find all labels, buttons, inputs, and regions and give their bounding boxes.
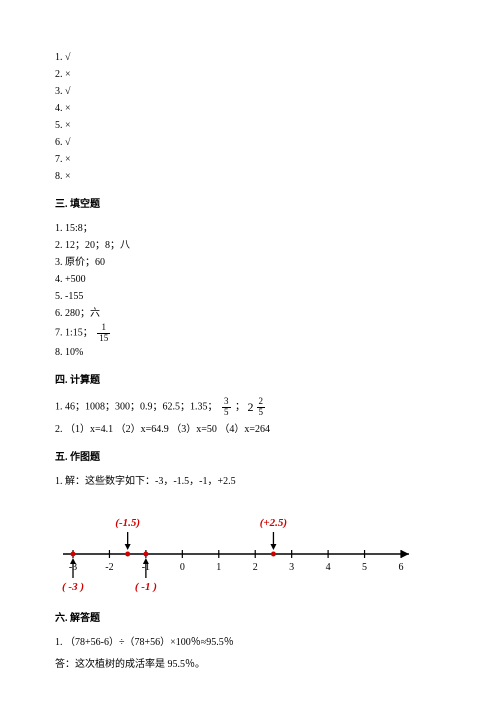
judge-item: 5. × bbox=[55, 118, 445, 134]
judge-item: 8. × bbox=[55, 169, 445, 185]
section-3-title: 三. 填空题 bbox=[55, 197, 445, 213]
ans-item: 1. （78+56-6）÷（78+56）×100％≈95.5％ bbox=[55, 635, 445, 651]
fill-item: 4. +500 bbox=[55, 272, 445, 288]
svg-text:6: 6 bbox=[399, 562, 404, 573]
section-5-title: 五. 作图题 bbox=[55, 450, 445, 466]
ans-item: 答：这次植树的成活率是 95.5％。 bbox=[55, 657, 445, 673]
section-4-title: 四. 计算题 bbox=[55, 373, 445, 389]
judge-item: 4. × bbox=[55, 101, 445, 117]
number-line-svg: -3-2-10123456(-1.5)(+2.5)( -3 )( -1 ) bbox=[55, 504, 415, 599]
calc-1-prefix: 1. 46；1008；300；0.9；62.5；1.35； bbox=[55, 401, 218, 412]
fraction: 2 5 bbox=[257, 397, 266, 418]
svg-text:5: 5 bbox=[362, 562, 367, 573]
judge-item: 1. √ bbox=[55, 50, 445, 66]
svg-text:4: 4 bbox=[326, 562, 331, 573]
fill-7-prefix: 7. 1:15； bbox=[55, 328, 93, 339]
calc-line-2: 2. （1）x=4.1 （2）x=64.9 （3）x=50 （4）x=264 bbox=[55, 422, 445, 438]
judge-item: 6. √ bbox=[55, 135, 445, 151]
fill-item-7: 7. 1:15； 1 15 bbox=[55, 323, 445, 344]
fraction-den: 15 bbox=[97, 334, 110, 344]
svg-text:-2: -2 bbox=[105, 562, 113, 573]
fill-item: 2. 12；20；8；八 bbox=[55, 238, 445, 254]
number-line: -3-2-10123456(-1.5)(+2.5)( -3 )( -1 ) bbox=[55, 504, 445, 599]
svg-text:(-1.5): (-1.5) bbox=[115, 517, 140, 529]
svg-text:3: 3 bbox=[289, 562, 294, 573]
svg-text:1: 1 bbox=[216, 562, 221, 573]
fraction: 1 15 bbox=[97, 323, 110, 344]
svg-text:( -3 ): ( -3 ) bbox=[62, 581, 84, 593]
svg-text:(+2.5): (+2.5) bbox=[260, 517, 287, 529]
svg-text:( -1 ): ( -1 ) bbox=[135, 581, 157, 593]
fill-item: 5. -155 bbox=[55, 289, 445, 305]
fill-item: 1. 15:8； bbox=[55, 221, 445, 237]
judge-item: 3. √ bbox=[55, 84, 445, 100]
svg-text:0: 0 bbox=[180, 562, 185, 573]
calc-line-1: 1. 46；1008；300；0.9；62.5；1.35； 3 5 ； 2 2 … bbox=[55, 397, 445, 418]
fraction: 3 5 bbox=[222, 397, 231, 418]
svg-text:2: 2 bbox=[253, 562, 258, 573]
fill-item: 3. 原价；60 bbox=[55, 255, 445, 271]
fraction-den: 5 bbox=[257, 408, 266, 418]
fill-item: 8. 10% bbox=[55, 345, 445, 361]
separator: ； bbox=[235, 401, 245, 412]
fill-item: 6. 280；六 bbox=[55, 306, 445, 322]
draw-item: 1. 解：这些数字如下：-3，-1.5，-1，+2.5 bbox=[55, 474, 445, 490]
judge-item: 7. × bbox=[55, 152, 445, 168]
section-6-title: 六. 解答题 bbox=[55, 611, 445, 627]
judge-list: 1. √ 2. × 3. √ 4. × 5. × 6. √ 7. × 8. × bbox=[55, 50, 445, 185]
mixed-integer: 2 bbox=[248, 398, 254, 417]
fraction-den: 5 bbox=[222, 408, 231, 418]
judge-item: 2. × bbox=[55, 67, 445, 83]
